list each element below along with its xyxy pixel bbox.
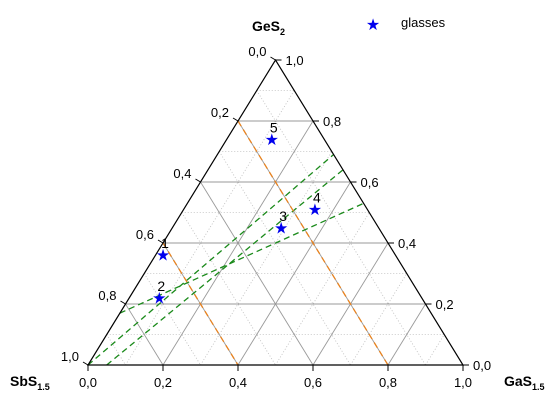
glass-point-star: ★ [152,290,166,307]
top-vertex-label: GeS2 [252,18,285,37]
glass-point-star: ★ [265,132,279,149]
triangle-outline [86,58,465,366]
data-points: ★1★2★3 ★4★5 [152,119,322,307]
left-tick [157,239,164,244]
bottom-tick-label: 0,8 [379,375,397,390]
left-tick [195,178,201,183]
major-grid-line [237,181,351,366]
legend-label: glasses [401,15,446,30]
right-tick-label: 1,0 [286,53,304,68]
tick-marks [82,56,469,371]
left-tick [270,56,276,61]
legend: ★ glasses [366,15,446,34]
legend-star-icon: ★ [366,17,380,34]
left-tick-label: 0,8 [98,288,116,303]
minor-grid-line [181,212,276,366]
major-grid-line [387,303,426,366]
bottom-tick-label: 0,4 [229,375,247,390]
minor-grid-line [275,212,370,366]
grid-lines [106,90,445,366]
guide-line [237,120,389,366]
right-tick-label: 0,6 [361,175,379,190]
bottom-tick-label: 0,0 [79,375,97,390]
major-grid-line [200,181,314,366]
glass-point-star: ★ [308,202,322,219]
left-tick [82,361,89,366]
left-tick [232,117,239,122]
left-vertex-label: SbS1.5 [10,373,50,392]
glass-point-label: 3 [279,208,287,224]
right-tick-label: 0,8 [323,114,341,129]
right-tick-label: 0,0 [473,358,491,373]
left-tick-label: 1,0 [61,349,79,364]
right-vertex-label: GaS1.5 [504,373,545,392]
minor-grid-line [143,273,201,366]
guide-line [119,202,364,314]
tick-labels: 0,0 0,0 0,0 0,2 0,2 0,2 0,4 0,4 0,4 0,6 0,6 0,6 0,8 0… [61,44,491,390]
left-tick-label: 0,4 [173,166,191,181]
left-tick-label: 0,2 [211,105,229,120]
glass-point-label: 2 [157,278,165,294]
minor-grid-line [106,334,126,366]
major-grid-line [125,303,164,366]
minor-grid-line [425,334,445,366]
glass-point-star: ★ [274,220,288,237]
bottom-tick-label: 0,6 [304,375,322,390]
minor-grid-line [200,151,333,366]
left-tick-label: 0,0 [248,44,266,59]
guide-line [162,242,239,366]
bottom-tick-label: 1,0 [454,375,472,390]
right-tick-label: 0,4 [398,236,416,251]
guide-line [87,154,335,366]
glass-point-label: 5 [270,119,278,135]
left-tick [120,300,126,305]
right-tick-label: 0,2 [436,297,454,312]
glass-point-label: 4 [313,189,321,205]
guide-lines [87,120,389,366]
left-tick-label: 0,6 [136,227,154,242]
guide-line [106,169,344,366]
minor-grid-line [218,151,351,366]
triangle-frame [86,58,465,366]
minor-grid-line [350,273,408,366]
glass-point-label: 1 [161,235,169,251]
bottom-tick-label: 0,2 [154,375,172,390]
glass-point-star: ★ [156,248,170,265]
